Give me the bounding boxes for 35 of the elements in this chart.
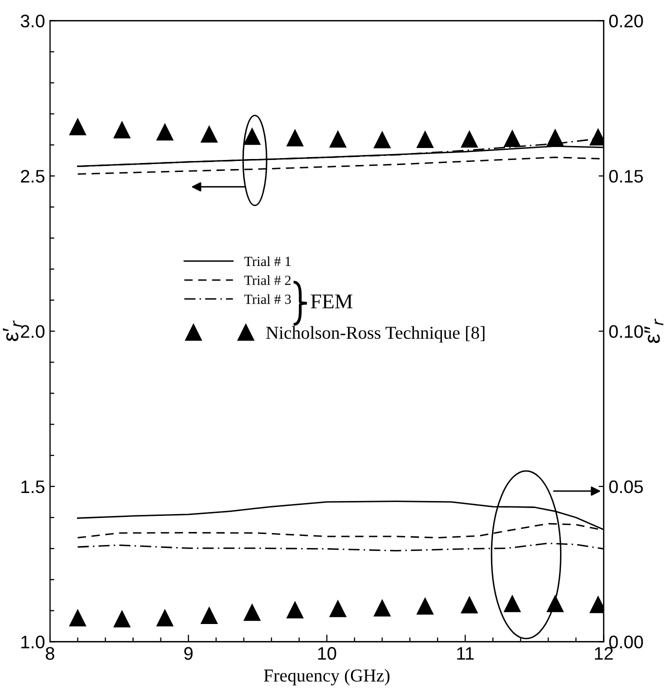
y-tick-label: 1.5 xyxy=(21,480,44,494)
y2-axis-title: ε″$_{r}$ xyxy=(644,318,664,343)
y2-tick-label: 0.10 xyxy=(609,325,643,338)
x-tick-label: 10 xyxy=(318,647,336,660)
point xyxy=(546,595,564,612)
y2-tick-label: 0.20 xyxy=(609,14,643,28)
annotation: FEM xyxy=(310,294,352,308)
y2-tick-label: 0.05 xyxy=(609,480,643,494)
point xyxy=(461,596,478,614)
y2-tick-label: 0.15 xyxy=(609,170,643,183)
x-axis-title: Frequency (GHz) xyxy=(264,668,390,686)
legend-label: Trial # 3 xyxy=(244,294,291,304)
point xyxy=(330,600,346,618)
point xyxy=(156,610,174,626)
point xyxy=(416,598,434,615)
point xyxy=(504,595,521,612)
point xyxy=(69,610,86,626)
x-tick-label: 8 xyxy=(46,647,54,660)
legend-label: Nicholson-Ross Technique [8] xyxy=(266,326,484,343)
point xyxy=(286,602,304,618)
point xyxy=(244,604,260,621)
y-tick-label: 1.0 xyxy=(21,636,44,648)
y2-tick-label: 0.00 xyxy=(609,636,643,648)
x-tick-label: 9 xyxy=(184,647,193,660)
point xyxy=(374,600,391,616)
y-axis-title: ε′$_{r}$ xyxy=(2,320,22,342)
y-tick-label: 2.5 xyxy=(20,170,44,183)
x-tick-label: 11 xyxy=(457,647,474,660)
legend-label: Trial # 1 xyxy=(244,256,291,266)
y-tick-label: 3.0 xyxy=(20,14,44,28)
legend-label: Trial # 2 xyxy=(244,275,291,286)
point xyxy=(114,610,130,628)
x-tick-label: 12 xyxy=(594,647,613,660)
point xyxy=(200,607,218,624)
y-tick-label: 2.0 xyxy=(20,325,44,338)
